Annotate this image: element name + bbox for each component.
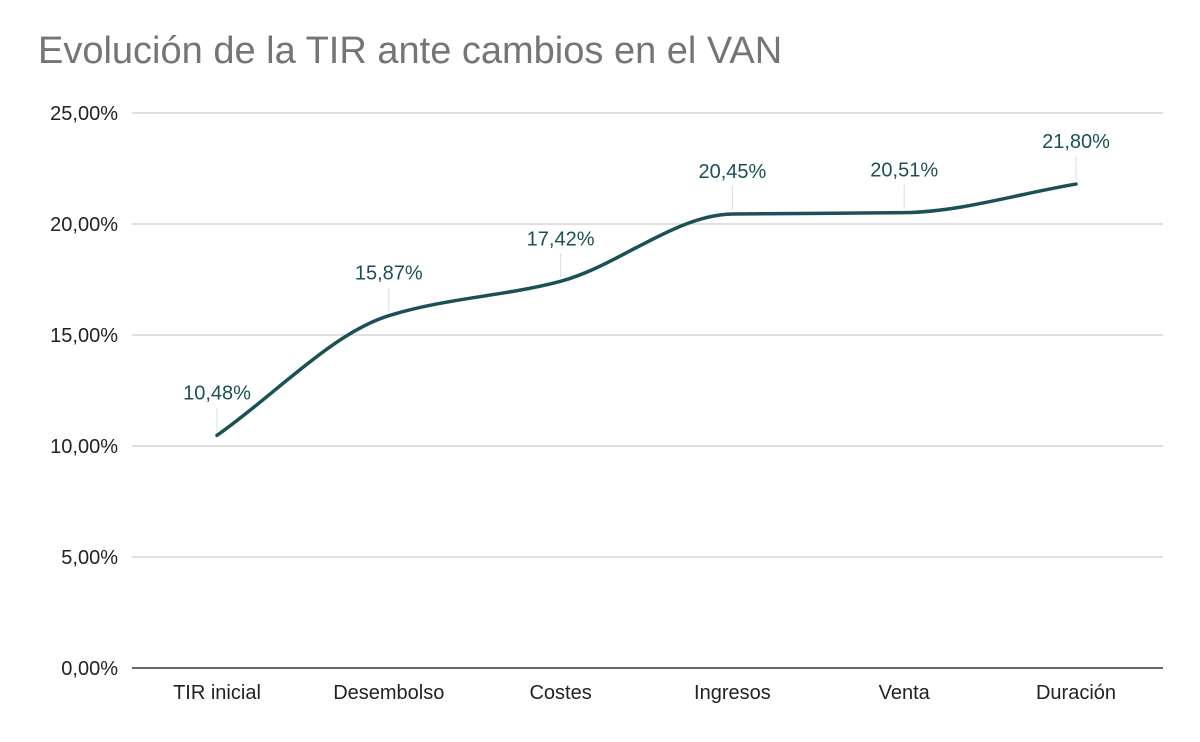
y-tick-label: 25,00% (50, 103, 118, 125)
x-tick-label: Costes (529, 682, 591, 704)
y-axis-tick-labels: 0,00% 5,00% 10,00% 15,00% 20,00% 25,00% (50, 103, 118, 680)
data-label: 17,42% (527, 228, 595, 250)
data-label: 21,80% (1042, 131, 1110, 153)
x-tick-label: Desembolso (333, 682, 444, 704)
x-tick-label: Venta (879, 682, 931, 704)
data-label: 20,45% (698, 161, 766, 183)
x-tick-label: Ingresos (694, 682, 771, 704)
y-tick-label: 15,00% (50, 325, 118, 347)
data-label: 10,48% (183, 382, 251, 404)
series-line (215, 182, 1078, 438)
x-axis-tick-labels: TIR inicial Desembolso Costes Ingresos Venta… (173, 682, 1116, 704)
data-label-leaders (216, 156, 1077, 432)
x-tick-label: Duración (1036, 682, 1116, 704)
data-labels: 10,48% 15,87% 17,42% 20,45% 20,51% 21,80% (183, 131, 1110, 404)
y-tick-label: 20,00% (50, 214, 118, 236)
series-line-layer (215, 182, 1078, 438)
y-tick-label: 0,00% (61, 658, 118, 680)
data-label: 15,87% (355, 263, 423, 285)
y-tick-label: 5,00% (61, 547, 118, 569)
chart-title: Evolución de la TIR ante cambios en el V… (38, 30, 783, 72)
x-tick-label: TIR inicial (173, 682, 261, 704)
grid-lines (132, 112, 1163, 669)
y-tick-label: 10,00% (50, 436, 118, 458)
data-label: 20,51% (870, 160, 938, 182)
